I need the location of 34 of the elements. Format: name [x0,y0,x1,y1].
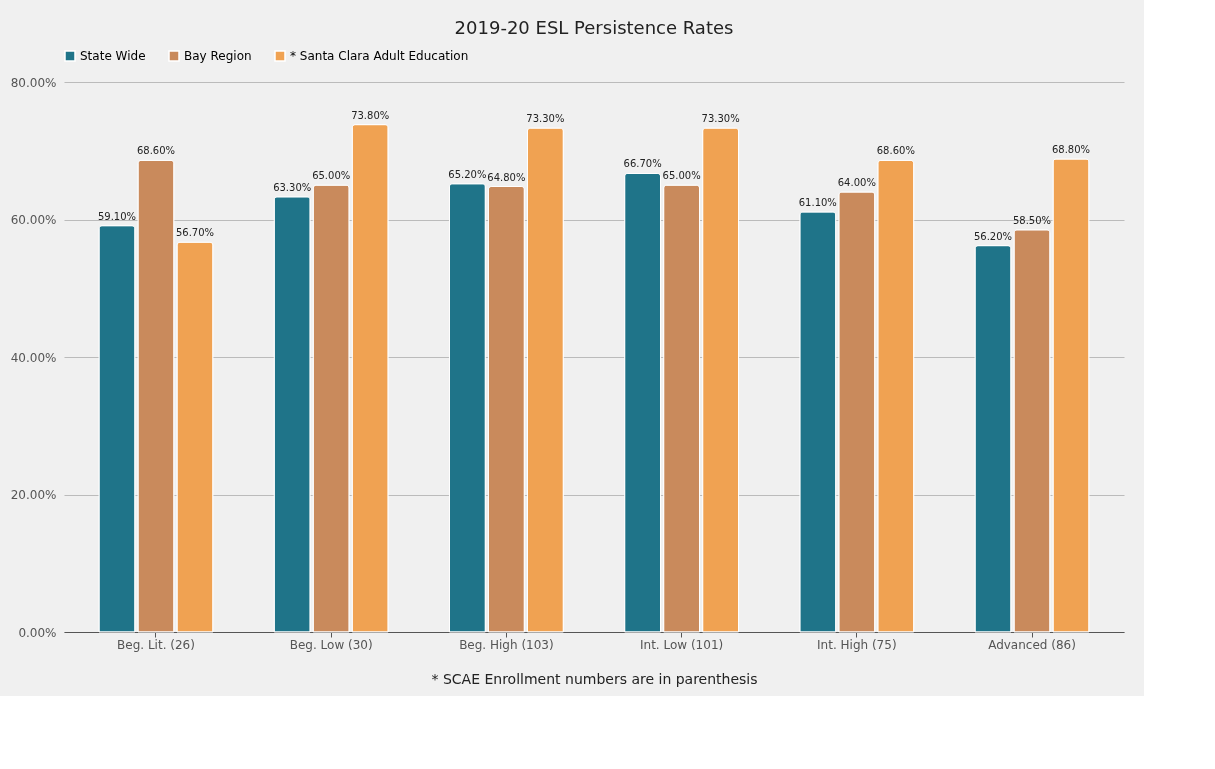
data-label: 73.80% [351,109,390,121]
y-tick-label: 80.00% [10,75,57,90]
chart-title: 2019-20 ESL Persistence Rates [454,17,734,38]
x-tick-label: Int. High (75) [817,637,897,652]
x-tick-label: Beg. High (103) [459,637,554,652]
x-tick-label: Beg. Lit. (26) [117,637,195,652]
data-label: 65.00% [662,170,701,182]
data-label: 56.70% [175,227,215,239]
data-label: 63.30% [273,181,312,193]
legend-label: Bay Region [184,49,252,63]
data-label: 65.00% [312,170,351,182]
data-label: 73.30% [526,113,565,125]
data-label: 66.70% [623,158,662,170]
x-axis-title: * SCAE Enrollment numbers are in parenthesis [431,670,758,687]
data-label: 68.60% [876,145,915,157]
data-label: 68.80% [1051,144,1091,155]
data-label: 65.20% [448,168,487,180]
legend-label: * Santa Clara Adult Education [290,49,469,63]
y-tick-label: 40.00% [10,350,57,365]
data-label: 56.20% [973,230,1013,242]
x-tick-label: Beg. Low (30) [289,637,373,652]
data-label: 59.10% [97,210,137,222]
x-tick-label: Int. Low (101) [640,637,724,652]
data-label: 64.80% [487,171,526,183]
data-label: 73.30% [701,113,740,125]
x-tick-label: Advanced (86) [988,637,1076,652]
y-tick-label: 0.00% [18,625,57,640]
data-label: 58.50% [1012,214,1052,226]
y-tick-label: 60.00% [10,213,57,227]
legend-label: State Wide [80,49,146,63]
data-label: 64.00% [837,177,876,188]
data-label: 68.60% [136,145,176,157]
y-tick-label: 20.00% [10,488,57,502]
data-label: 61.10% [798,196,837,208]
